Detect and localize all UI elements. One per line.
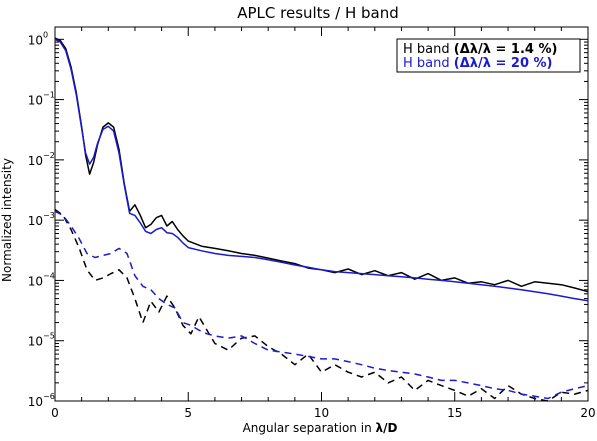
dashed-series-line	[54, 208, 589, 402]
y-tick-exponent: −3	[43, 211, 55, 220]
legend-entry: H band (Δλ/λ = 20 %)	[403, 56, 552, 71]
x-tick-label: 5	[184, 406, 192, 420]
x-tick-label: 10	[314, 406, 329, 420]
y-tick-exponent: −4	[43, 271, 55, 280]
y-axis-label: Normalized intensity	[0, 158, 14, 282]
x-tick-label: 15	[447, 406, 462, 420]
x-tick-label: 20	[580, 406, 595, 420]
dashed-series-line	[54, 210, 589, 400]
y-tick-base: 10	[28, 274, 43, 288]
y-tick-label: 10 −5	[28, 332, 55, 349]
y-tick-base: 10	[28, 33, 43, 47]
legend-entry: H band (Δλ/λ = 1.4 %)	[403, 42, 557, 57]
solid-series-line	[54, 37, 589, 293]
y-tick-label: 10 −1	[28, 91, 55, 108]
y-tick-base: 10	[28, 335, 43, 349]
y-tick-base: 10	[28, 214, 43, 228]
y-tick-exponent: −5	[43, 332, 55, 341]
legend: H band (Δλ/λ = 1.4 %)H band (Δλ/λ = 20 %…	[396, 38, 581, 73]
plot-frame	[54, 26, 589, 402]
y-tick-base: 10	[28, 154, 43, 168]
series-layer	[54, 37, 589, 402]
y-tick-label: 10 −2	[28, 151, 55, 168]
y-tick-label: 10 −6	[28, 392, 55, 409]
y-tick-base: 10	[28, 395, 43, 409]
y-tick-label: 10 −4	[28, 271, 55, 288]
y-tick-exponent: −6	[43, 392, 55, 401]
x-axis-label: Angular separation in λ/D	[243, 421, 398, 435]
y-tick-label: 10 0	[28, 30, 48, 47]
legend-box	[396, 38, 581, 73]
x-tick-label: 0	[51, 406, 59, 420]
y-tick-exponent: −2	[43, 151, 55, 160]
y-tick-exponent: 0	[43, 30, 48, 39]
y-tick-exponent: −1	[43, 91, 55, 100]
solid-series-line	[54, 38, 589, 302]
y-tick-base: 10	[28, 94, 43, 108]
chart-title: APLC results / H band	[237, 4, 399, 22]
y-tick-label: 10 −3	[28, 211, 55, 228]
